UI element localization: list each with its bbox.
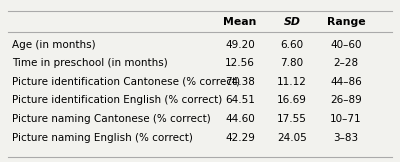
Text: Time in preschool (in months): Time in preschool (in months) — [12, 58, 168, 68]
Text: 3–83: 3–83 — [334, 133, 358, 143]
Text: 10–71: 10–71 — [330, 114, 362, 124]
Text: 40–60: 40–60 — [330, 40, 362, 50]
Text: 16.69: 16.69 — [277, 95, 307, 105]
Text: 44–86: 44–86 — [330, 77, 362, 87]
Text: 44.60: 44.60 — [225, 114, 255, 124]
Text: 24.05: 24.05 — [277, 133, 307, 143]
Text: Picture naming Cantonese (% correct): Picture naming Cantonese (% correct) — [12, 114, 211, 124]
Text: 7.80: 7.80 — [280, 58, 304, 68]
Text: 6.60: 6.60 — [280, 40, 304, 50]
Text: Picture identification Cantonese (% correct): Picture identification Cantonese (% corr… — [12, 77, 240, 87]
Text: Range: Range — [327, 17, 365, 27]
Text: 17.55: 17.55 — [277, 114, 307, 124]
Text: 26–89: 26–89 — [330, 95, 362, 105]
Text: Age (in months): Age (in months) — [12, 40, 96, 50]
Text: 74.38: 74.38 — [225, 77, 255, 87]
Text: Picture naming English (% correct): Picture naming English (% correct) — [12, 133, 193, 143]
Text: 12.56: 12.56 — [225, 58, 255, 68]
Text: Picture identification English (% correct): Picture identification English (% correc… — [12, 95, 222, 105]
Text: 64.51: 64.51 — [225, 95, 255, 105]
Text: SD: SD — [284, 17, 300, 27]
Text: Mean: Mean — [223, 17, 257, 27]
Text: 49.20: 49.20 — [225, 40, 255, 50]
Text: 11.12: 11.12 — [277, 77, 307, 87]
Text: 2–28: 2–28 — [334, 58, 358, 68]
Text: 42.29: 42.29 — [225, 133, 255, 143]
